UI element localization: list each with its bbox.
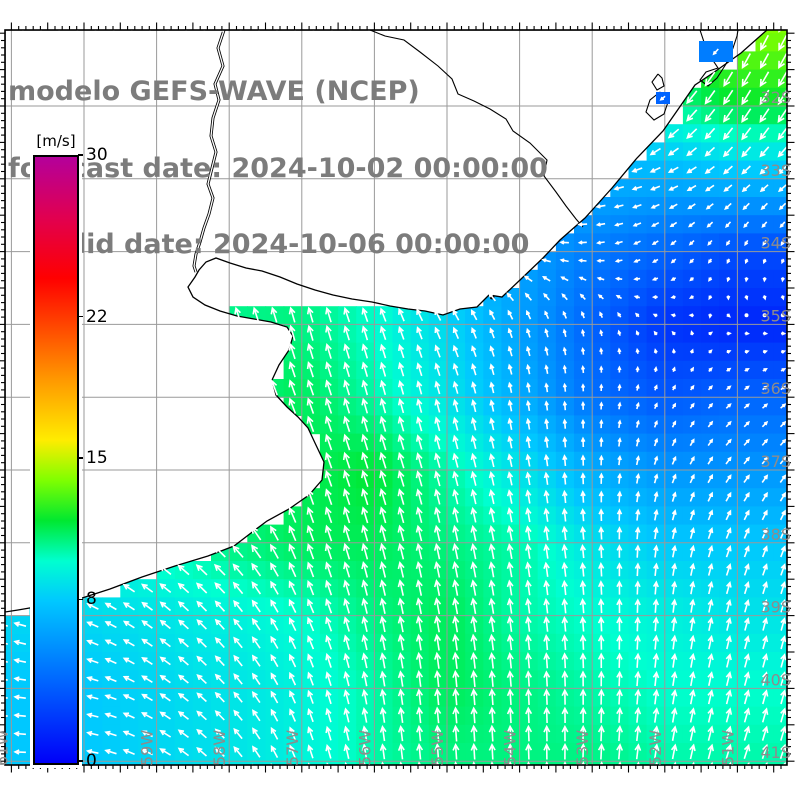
land-fill	[5, 30, 767, 612]
colorbar-tick-label: 8	[86, 589, 97, 610]
lon-tick-label: 52W	[646, 730, 665, 766]
colorbar-tick-label: 15	[86, 448, 108, 468]
lat-tick-label: 40S	[760, 670, 791, 689]
lat-tick-label: 41S	[760, 743, 791, 762]
lon-tick-label: 61W	[0, 730, 11, 766]
lon-tick-label: 58W	[210, 730, 229, 766]
axis-ticks	[0, 22, 795, 773]
colorbar-tick-label: 0	[86, 751, 97, 771]
lon-tick-label: 57W	[283, 730, 302, 766]
colorbar-tick-mark	[78, 315, 83, 318]
colorbar-tick-mark	[78, 598, 83, 601]
lat-tick-label: 35S	[760, 306, 791, 325]
colorbar-tick-mark	[78, 760, 83, 762]
lat-tick-label: 32S	[760, 88, 791, 107]
colorbar-tick-label: 22	[86, 306, 108, 327]
colorbar-unit-label: [m/s]	[36, 132, 76, 150]
colorbar-tick-label: 30	[86, 145, 108, 165]
lon-tick-label: 51W	[718, 730, 737, 766]
lat-tick-label: 37S	[760, 452, 791, 471]
lagoon-outline	[651, 73, 665, 91]
lat-tick-label: 33S	[760, 161, 791, 180]
colorbar-tick-mark	[78, 457, 83, 459]
lat-tick-label: 38S	[760, 525, 791, 544]
coastline	[5, 30, 768, 613]
lat-tick-label: 34S	[760, 234, 791, 253]
lon-tick-label: 56W	[355, 730, 374, 766]
lat-tick-label: 36S	[760, 379, 791, 398]
country-border	[369, 30, 584, 228]
colorbar-gradient	[33, 155, 79, 765]
lon-tick-label: 55W	[428, 730, 447, 766]
graticule	[5, 30, 787, 765]
uruguay-river-inner	[193, 30, 225, 273]
lon-tick-label: 54W	[501, 730, 520, 766]
lon-tick-label: 53W	[573, 730, 592, 766]
colorbar-tick-mark	[78, 154, 83, 156]
lon-tick-label: 59W	[138, 730, 157, 766]
lat-tick-label: 39S	[760, 598, 791, 617]
